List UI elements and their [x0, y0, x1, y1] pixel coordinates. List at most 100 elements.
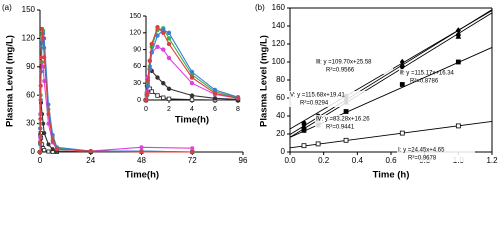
marker — [399, 58, 405, 66]
marker — [42, 131, 47, 136]
y-axis-title: Plasma Level (mg/L) — [259, 35, 270, 127]
y-tick-label: 30 — [26, 119, 35, 128]
marker — [42, 148, 47, 153]
marker — [40, 26, 45, 31]
panel-label: (a) — [2, 3, 12, 12]
marker — [301, 143, 307, 149]
marker — [147, 58, 153, 63]
series-line — [39, 28, 193, 153]
marker — [161, 30, 166, 35]
marker — [399, 130, 405, 136]
y-tick-label: 0 — [137, 97, 141, 104]
equation-background — [397, 146, 475, 162]
marker — [149, 41, 154, 47]
marker — [38, 140, 43, 145]
marker — [212, 91, 218, 96]
y-tick-label: 30 — [133, 80, 141, 87]
marker — [145, 78, 151, 83]
marker — [54, 147, 59, 152]
marker — [190, 146, 195, 151]
marker — [235, 96, 241, 101]
marker — [139, 149, 144, 154]
panel-label: (b) — [255, 3, 265, 12]
marker — [189, 80, 195, 86]
marker — [41, 36, 46, 41]
marker — [212, 96, 218, 101]
marker — [166, 96, 172, 102]
marker — [149, 89, 154, 94]
marker — [46, 112, 51, 117]
marker — [88, 149, 93, 154]
marker — [315, 141, 321, 147]
y-tick-label: 0 — [281, 147, 286, 156]
marker — [301, 121, 307, 129]
marker — [41, 64, 46, 69]
marker — [155, 93, 160, 98]
marker — [155, 25, 160, 30]
marker — [144, 92, 150, 97]
x-tick-label: 0.4 — [352, 156, 364, 165]
y-tick-label: 90 — [133, 46, 141, 53]
marker — [155, 44, 160, 49]
marker — [166, 55, 172, 61]
marker — [161, 80, 166, 86]
x-tick-label: 0 — [38, 156, 43, 165]
equation-background — [315, 115, 393, 131]
marker — [50, 147, 55, 152]
marker — [189, 69, 195, 75]
marker — [46, 149, 51, 154]
x-tick-label: 24 — [86, 156, 95, 165]
marker — [343, 137, 349, 143]
y-tick-label: 150 — [22, 5, 36, 14]
inset-background — [146, 12, 242, 102]
x-tick-label: 48 — [137, 156, 146, 165]
y-tick-label: 60 — [26, 90, 35, 99]
marker — [155, 33, 160, 38]
x-axis-title: Time(h) — [125, 170, 159, 181]
marker — [161, 47, 166, 52]
equation-background — [289, 91, 367, 107]
marker — [301, 127, 307, 133]
fit-equation: Ⅱ: y =115.17x+16.34 — [400, 71, 455, 77]
x-tick-label: 1.2 — [486, 156, 498, 165]
y-tick-label: 20 — [276, 129, 285, 138]
inset-x-axis-title: Time(h) — [175, 115, 209, 126]
y-tick-label: 60 — [133, 63, 141, 70]
marker — [42, 79, 47, 84]
marker — [143, 97, 149, 103]
marker — [190, 149, 195, 154]
marker — [455, 59, 461, 65]
y-axis-title: Plasma Level (mg/L) — [5, 35, 16, 127]
fit-equation: Ⅰ: y =24.45x+4.65 — [398, 148, 445, 154]
marker — [38, 83, 43, 88]
y-tick-label: 150 — [129, 13, 141, 20]
marker — [166, 41, 172, 47]
x-tick-label: 0 — [144, 106, 148, 113]
y-tick-label: 60 — [276, 93, 285, 102]
fit-r2: R²=0.9294 — [300, 101, 329, 107]
marker — [166, 86, 172, 91]
marker — [166, 30, 172, 35]
fit-r2: R²=0.9678 — [408, 156, 437, 162]
y-tick-label: 120 — [129, 30, 141, 37]
marker — [42, 55, 47, 60]
marker — [39, 55, 44, 60]
marker — [189, 93, 195, 98]
marker — [343, 109, 349, 114]
equation-background — [315, 58, 393, 74]
x-tick-label: 0.0 — [284, 156, 296, 165]
x-tick-label: 72 — [188, 156, 197, 165]
equation-background — [399, 69, 477, 85]
marker — [166, 36, 172, 41]
y-tick-label: 160 — [272, 3, 286, 12]
x-tick-label: 0.6 — [385, 156, 397, 165]
fit-equation: V: y =115.68x+19.41 — [290, 93, 345, 99]
y-tick-label: 40 — [276, 111, 285, 120]
fit-equation: Ⅲ: y =109.70x+25.58 — [316, 60, 372, 66]
fit-r2: R²=0.8786 — [410, 79, 439, 85]
fit-r2: R²=0.9566 — [326, 68, 355, 74]
fit-r2: R²=0.9441 — [326, 125, 355, 131]
y-tick-label: 140 — [272, 21, 286, 30]
y-tick-label: 0 — [31, 147, 36, 156]
x-tick-label: 6 — [213, 106, 217, 113]
